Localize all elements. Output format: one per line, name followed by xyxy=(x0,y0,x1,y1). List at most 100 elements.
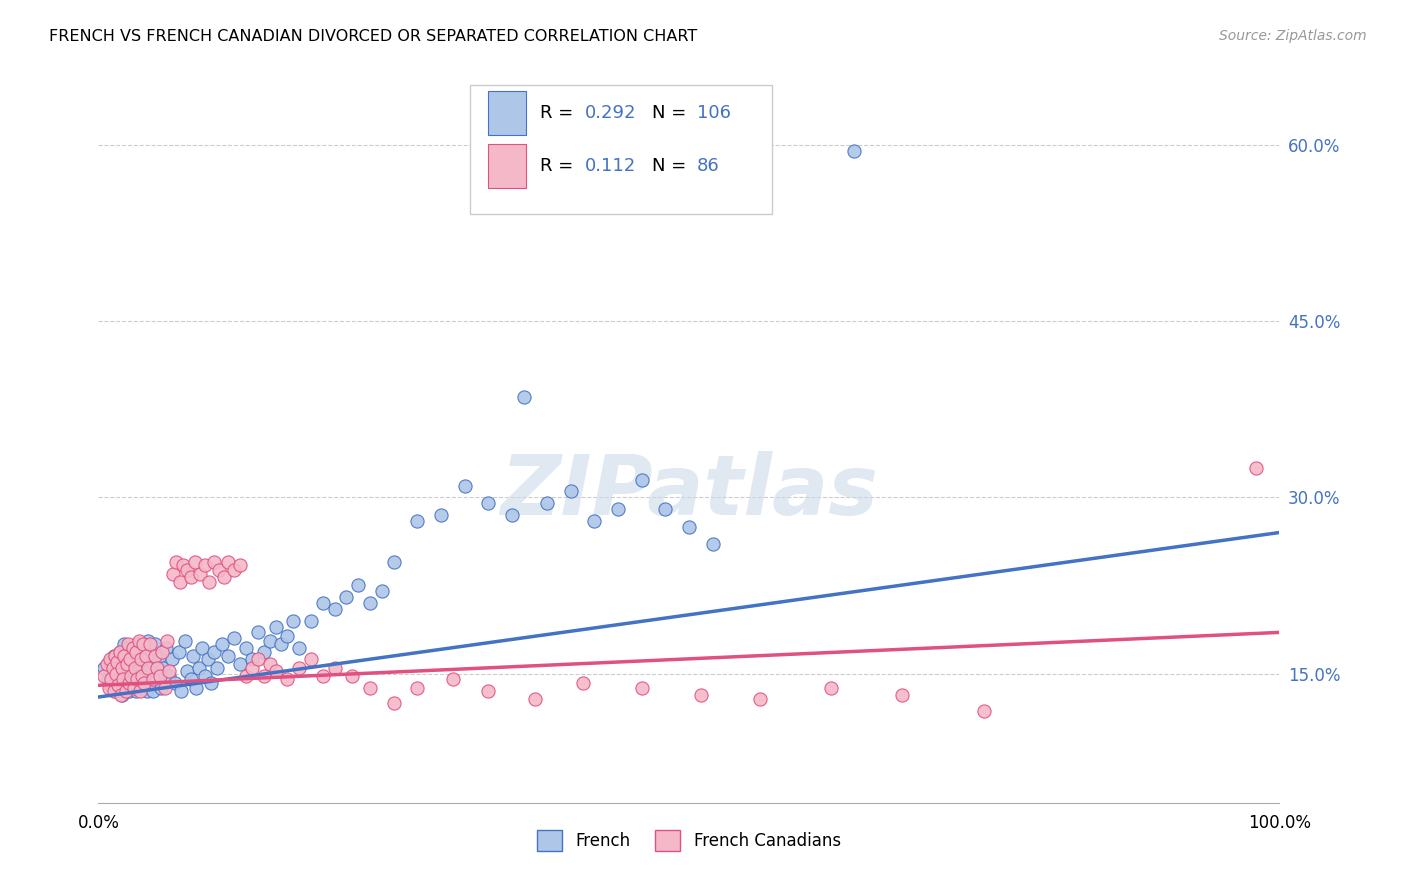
Point xyxy=(124,648,146,663)
Point xyxy=(136,660,159,674)
Point xyxy=(188,566,211,581)
Point xyxy=(104,684,127,698)
Point xyxy=(194,558,217,573)
Point xyxy=(264,664,287,678)
Point xyxy=(382,696,405,710)
Point xyxy=(105,669,128,683)
Point xyxy=(152,660,174,674)
Point xyxy=(202,645,225,659)
Point xyxy=(689,688,711,702)
Point xyxy=(100,673,122,687)
Point xyxy=(142,673,165,687)
Point xyxy=(1244,461,1267,475)
Point xyxy=(229,558,252,573)
Point xyxy=(191,640,214,655)
Point xyxy=(101,666,124,681)
Point xyxy=(110,688,132,702)
Point xyxy=(820,681,842,695)
Point xyxy=(118,676,141,690)
Point xyxy=(104,648,127,663)
Point xyxy=(607,502,630,516)
Point xyxy=(359,681,381,695)
Point xyxy=(246,625,269,640)
Point xyxy=(176,563,198,577)
Point xyxy=(630,681,652,695)
Point xyxy=(131,669,153,683)
Point xyxy=(335,590,357,604)
Point xyxy=(187,660,209,674)
Point xyxy=(288,660,311,674)
Point xyxy=(342,669,364,683)
Point xyxy=(118,684,141,698)
Point xyxy=(124,660,146,674)
Point xyxy=(198,574,221,589)
Point xyxy=(98,652,121,666)
FancyBboxPatch shape xyxy=(488,144,526,188)
Point xyxy=(114,681,136,695)
Point xyxy=(128,633,150,648)
Point xyxy=(299,614,322,628)
Point xyxy=(160,652,183,666)
Point xyxy=(512,390,534,404)
Point xyxy=(136,633,159,648)
Point xyxy=(186,681,208,695)
Point xyxy=(536,496,558,510)
Point xyxy=(276,673,298,687)
Point xyxy=(127,637,149,651)
Point xyxy=(441,673,464,687)
Text: ZIPatlas: ZIPatlas xyxy=(501,451,877,533)
Point xyxy=(167,645,190,659)
Point xyxy=(141,645,163,659)
Point xyxy=(112,648,135,663)
Point xyxy=(128,652,150,666)
Point xyxy=(150,645,173,659)
Point xyxy=(125,645,148,659)
Point xyxy=(181,648,204,663)
Point xyxy=(371,584,394,599)
Point xyxy=(134,676,156,690)
Point xyxy=(135,648,157,663)
Point xyxy=(111,688,134,702)
Point xyxy=(323,602,346,616)
Point xyxy=(107,681,129,695)
Point xyxy=(288,640,311,655)
Point xyxy=(406,681,429,695)
Point xyxy=(477,496,499,510)
Point xyxy=(748,692,770,706)
Point xyxy=(135,684,157,698)
Point xyxy=(162,566,184,581)
Point xyxy=(121,640,143,655)
Text: 0.292: 0.292 xyxy=(585,103,637,122)
Point xyxy=(229,657,252,672)
FancyBboxPatch shape xyxy=(488,91,526,135)
Point xyxy=(127,673,149,687)
Point xyxy=(312,596,335,610)
Point xyxy=(205,660,228,674)
Point xyxy=(212,570,235,584)
Point xyxy=(107,678,129,692)
Point xyxy=(143,637,166,651)
Point xyxy=(122,664,145,678)
Text: 86: 86 xyxy=(697,157,720,175)
Point xyxy=(200,676,222,690)
Point xyxy=(146,673,169,687)
Point xyxy=(128,669,150,683)
Point xyxy=(105,657,128,672)
Point xyxy=(103,684,125,698)
Point xyxy=(121,669,143,683)
Text: R =: R = xyxy=(540,157,585,175)
Point xyxy=(246,652,269,666)
Point xyxy=(142,684,165,698)
Point xyxy=(103,648,125,663)
Point xyxy=(560,484,582,499)
Point xyxy=(108,645,131,659)
Point xyxy=(93,669,115,683)
Point xyxy=(197,652,219,666)
Point xyxy=(114,684,136,698)
Point xyxy=(108,664,131,678)
Point xyxy=(180,570,202,584)
Point xyxy=(150,681,173,695)
Point xyxy=(194,669,217,683)
Text: Source: ZipAtlas.com: Source: ZipAtlas.com xyxy=(1219,29,1367,43)
Point xyxy=(101,660,124,674)
